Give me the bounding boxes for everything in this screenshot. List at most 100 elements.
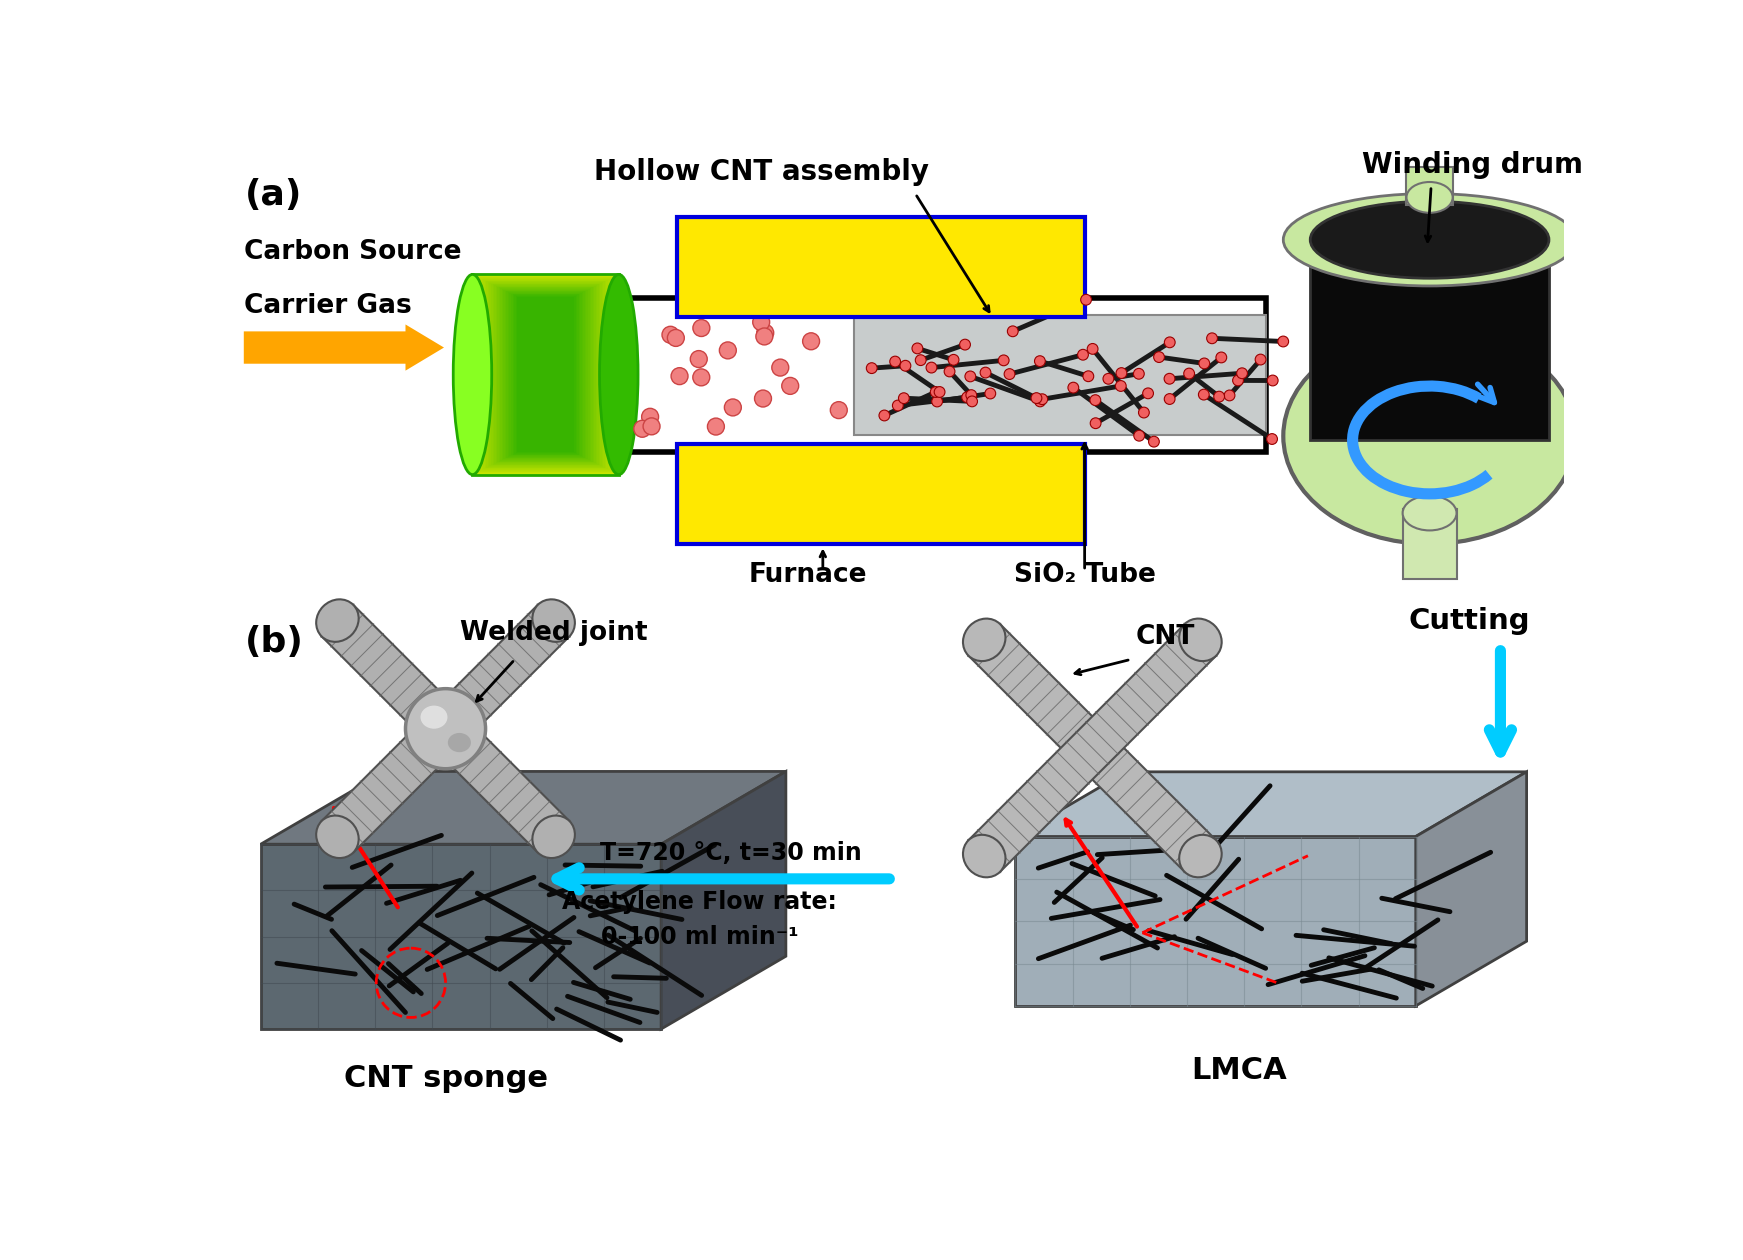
Circle shape (866, 363, 877, 373)
Bar (478, 277, 614, 472)
Bar (512, 295, 579, 455)
Bar (509, 292, 582, 456)
Text: LMCA: LMCA (1190, 1056, 1286, 1085)
Circle shape (898, 393, 910, 403)
FancyArrow shape (244, 325, 444, 370)
Polygon shape (1415, 772, 1527, 1005)
Bar (472, 275, 619, 475)
Bar (505, 291, 586, 459)
Circle shape (756, 328, 772, 345)
Ellipse shape (448, 733, 471, 752)
Bar (507, 292, 584, 457)
Circle shape (1116, 368, 1126, 378)
Circle shape (1081, 295, 1091, 305)
Bar (479, 278, 612, 471)
Circle shape (915, 355, 926, 365)
Text: SiO₂ Tube: SiO₂ Tube (1014, 562, 1156, 588)
Circle shape (802, 333, 819, 350)
Circle shape (668, 329, 685, 346)
Circle shape (1037, 394, 1048, 404)
Ellipse shape (1180, 619, 1222, 662)
Circle shape (772, 359, 790, 375)
Bar (492, 284, 600, 465)
Circle shape (1267, 433, 1278, 445)
Circle shape (708, 418, 725, 435)
Circle shape (1007, 326, 1018, 336)
Circle shape (830, 402, 847, 418)
Bar (676, 217, 1084, 316)
Circle shape (1068, 382, 1079, 393)
Text: Carrier Gas: Carrier Gas (244, 292, 411, 319)
Bar (481, 278, 610, 470)
Ellipse shape (1180, 835, 1222, 877)
Circle shape (1217, 352, 1227, 363)
Circle shape (948, 354, 959, 365)
Polygon shape (261, 844, 661, 1029)
Circle shape (967, 396, 978, 407)
Ellipse shape (315, 600, 359, 641)
Bar (676, 444, 1084, 544)
Bar (502, 289, 589, 460)
Text: Winding drum: Winding drum (1361, 151, 1583, 179)
Circle shape (1199, 358, 1210, 369)
Circle shape (1004, 369, 1014, 379)
Bar (497, 287, 594, 462)
Circle shape (694, 320, 709, 336)
Circle shape (1164, 393, 1175, 404)
Ellipse shape (600, 275, 638, 475)
Text: Acetylene Flow rate:: Acetylene Flow rate: (563, 891, 837, 915)
Circle shape (1116, 381, 1126, 392)
Bar (476, 276, 615, 472)
Polygon shape (969, 624, 1217, 872)
Circle shape (1206, 333, 1217, 344)
Circle shape (756, 324, 774, 341)
Circle shape (912, 343, 922, 354)
Circle shape (1089, 418, 1102, 428)
Circle shape (931, 387, 941, 397)
Circle shape (1088, 344, 1098, 354)
Text: CNT: CNT (1136, 624, 1196, 650)
Circle shape (966, 389, 976, 401)
Circle shape (934, 387, 945, 397)
Polygon shape (661, 771, 786, 1029)
Bar (1407, 166, 1452, 205)
Circle shape (1077, 349, 1088, 360)
Circle shape (1035, 396, 1046, 407)
Circle shape (1089, 394, 1102, 406)
Bar (474, 275, 617, 474)
Circle shape (634, 421, 650, 437)
Bar (1311, 239, 1550, 440)
Circle shape (641, 408, 659, 426)
Circle shape (753, 314, 770, 330)
Ellipse shape (962, 835, 1006, 877)
Bar (495, 286, 596, 462)
Circle shape (755, 391, 772, 407)
Circle shape (1199, 389, 1210, 399)
Circle shape (962, 392, 973, 403)
Bar (490, 284, 601, 466)
Polygon shape (1016, 837, 1415, 1005)
Circle shape (1035, 355, 1046, 367)
Text: Carbon Source: Carbon Source (244, 239, 462, 265)
Text: Cutting: Cutting (1408, 606, 1530, 635)
Circle shape (1183, 368, 1194, 379)
Text: Furnace: Furnace (748, 562, 866, 588)
Circle shape (720, 341, 736, 359)
Circle shape (899, 360, 912, 372)
Bar (486, 281, 605, 467)
Bar (493, 285, 600, 465)
Circle shape (1138, 407, 1149, 418)
Bar (504, 290, 587, 459)
Ellipse shape (962, 619, 1006, 662)
Circle shape (1278, 336, 1288, 346)
Circle shape (1232, 375, 1243, 386)
Bar (483, 280, 608, 469)
Ellipse shape (315, 815, 359, 858)
Circle shape (783, 378, 798, 394)
Bar (488, 282, 603, 467)
Circle shape (692, 369, 709, 386)
Polygon shape (322, 605, 570, 853)
Circle shape (1149, 436, 1159, 447)
Bar (472, 275, 619, 475)
Text: T=720 °C, t=30 min: T=720 °C, t=30 min (600, 840, 861, 864)
